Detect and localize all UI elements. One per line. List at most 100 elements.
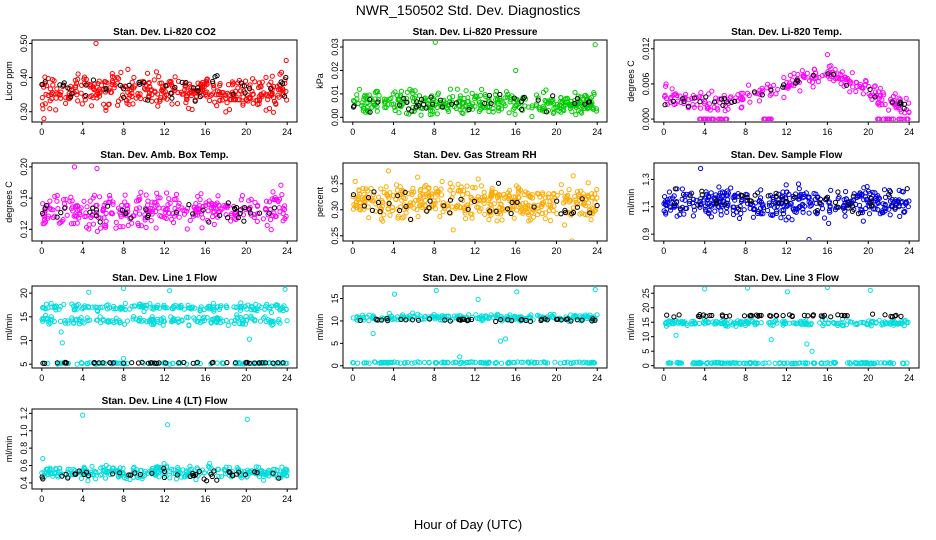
- data-point: [853, 88, 859, 95]
- data-point: [207, 97, 213, 104]
- data-point: [594, 312, 600, 318]
- data-point: [151, 77, 157, 83]
- x-tick-label: 16: [511, 373, 521, 383]
- data-point: [235, 215, 241, 221]
- data-point: [398, 316, 404, 322]
- data-point: [713, 318, 719, 324]
- x-tick-label: 12: [159, 494, 169, 504]
- data-point: [832, 360, 839, 366]
- data-point: [169, 101, 175, 107]
- data-point: [861, 185, 867, 191]
- data-point: [239, 316, 245, 322]
- data-point: [413, 197, 419, 203]
- data-point: [54, 214, 60, 220]
- data-point: [263, 303, 269, 309]
- data-point: [223, 464, 229, 470]
- data-point: [268, 309, 274, 316]
- data-point: [240, 318, 246, 324]
- data-point: [583, 203, 589, 209]
- data-point: [758, 320, 764, 326]
- data-point: [828, 63, 834, 69]
- data-point: [432, 206, 439, 212]
- data-point: [154, 98, 160, 104]
- data-point: [176, 200, 182, 206]
- data-point: [109, 211, 116, 217]
- data-point: [521, 94, 528, 101]
- data-point: [73, 83, 79, 89]
- data-point: [350, 192, 357, 198]
- data-point: [422, 202, 428, 209]
- data-point: [854, 360, 860, 366]
- data-point: [187, 217, 193, 223]
- data-point: [781, 82, 787, 88]
- x-tick-label: 4: [702, 246, 707, 256]
- data-point: [784, 198, 790, 205]
- data-point: [587, 312, 593, 318]
- data-point: [830, 319, 837, 326]
- data-point: [472, 185, 478, 191]
- x-tick-label: 4: [80, 494, 85, 504]
- data-point: [367, 96, 373, 103]
- y-tick-label: 5: [641, 349, 651, 354]
- data-point: [41, 220, 48, 226]
- data-point: [114, 468, 120, 475]
- x-tick-label: 8: [121, 127, 126, 137]
- data-point: [801, 191, 807, 197]
- data-point: [518, 209, 524, 215]
- data-point: [686, 97, 692, 103]
- data-point: [579, 317, 585, 323]
- data-point: [462, 205, 468, 211]
- data-point: [826, 220, 832, 226]
- x-tick-label: 8: [432, 373, 437, 383]
- data-point: [878, 360, 884, 366]
- data-point: [375, 317, 381, 323]
- data-point: [213, 212, 220, 218]
- data-point: [364, 105, 370, 111]
- data-point: [190, 211, 196, 217]
- data-point: [65, 318, 71, 324]
- data-point: [545, 100, 551, 106]
- data-point: [461, 188, 467, 194]
- data-point: [513, 183, 520, 189]
- data-point: [137, 471, 143, 478]
- data-point: [270, 213, 276, 219]
- data-point: [259, 94, 265, 100]
- x-tick-label: 12: [781, 127, 791, 137]
- data-point: [435, 197, 441, 203]
- data-point: [47, 106, 53, 112]
- data-point: [478, 206, 484, 212]
- data-point: [157, 97, 163, 103]
- data-point: [94, 228, 101, 234]
- data-point: [42, 214, 48, 220]
- data-point: [533, 92, 540, 98]
- data-point: [389, 208, 395, 214]
- y-tick-label: 0.35: [330, 175, 340, 193]
- data-point: [77, 318, 83, 324]
- data-point: [161, 465, 167, 471]
- data-point: [47, 86, 54, 92]
- data-point: [558, 189, 565, 195]
- data-point: [42, 360, 48, 366]
- data-point: [453, 359, 459, 365]
- data-point: [789, 217, 795, 223]
- x-tick-label: 20: [551, 246, 561, 256]
- data-point: [421, 359, 428, 365]
- data-point: [234, 312, 240, 318]
- data-point: [356, 187, 362, 193]
- data-point: [145, 202, 151, 208]
- data-point: [216, 473, 222, 479]
- data-point: [397, 207, 403, 214]
- data-point: [138, 223, 144, 229]
- data-point: [361, 203, 367, 209]
- data-point: [558, 317, 564, 323]
- data-point: [424, 104, 431, 110]
- data-point: [670, 98, 677, 105]
- data-point: [426, 186, 432, 192]
- data-point: [773, 193, 779, 199]
- data-point: [48, 314, 54, 320]
- y-tick-label: 1.3: [641, 173, 651, 186]
- data-point: [681, 98, 687, 105]
- data-point: [483, 360, 489, 366]
- panel-title: Stan. Dev. Amb. Box Temp.: [100, 150, 228, 161]
- data-point: [884, 116, 890, 121]
